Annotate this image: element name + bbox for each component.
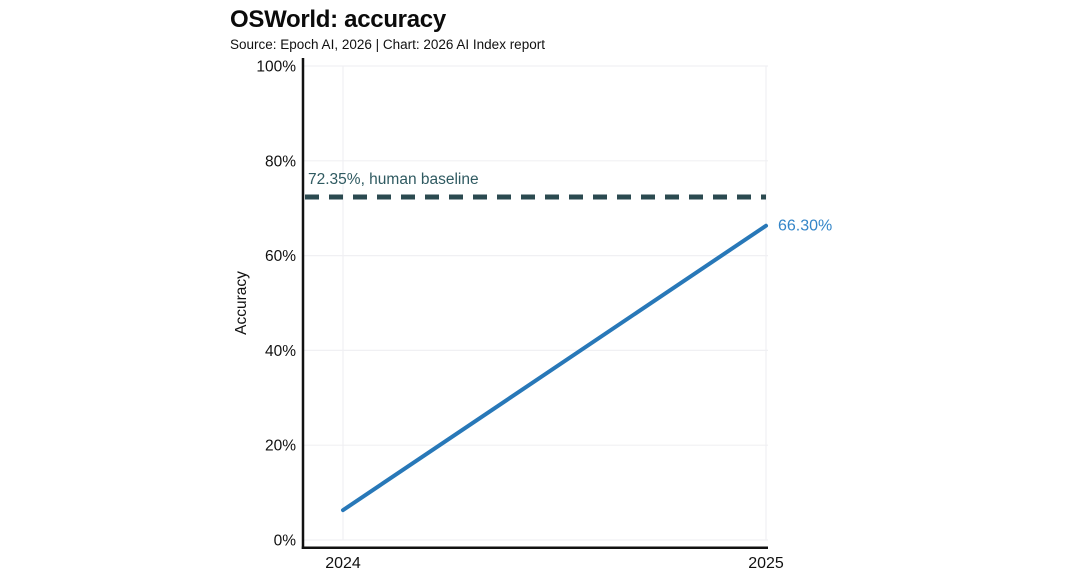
y-tick-label: 20% — [265, 438, 296, 455]
y-axis-title: Accuracy — [233, 271, 250, 335]
accuracy-series-line — [341, 223, 768, 513]
chart-subtitle: Source: Epoch AI, 2026 | Chart: 2026 AI … — [230, 37, 545, 52]
x-tick-label: 2025 — [748, 555, 784, 572]
y-tick-label: 0% — [274, 533, 297, 550]
y-tick-label: 100% — [256, 59, 296, 76]
y-tick-label: 40% — [265, 343, 296, 360]
x-tick-label: 2024 — [325, 555, 361, 572]
y-tick-label: 60% — [265, 248, 296, 265]
series-end-label: 66.30% — [778, 218, 832, 235]
chart-title: OSWorld: accuracy — [230, 6, 446, 33]
y-tick-label: 80% — [265, 153, 296, 170]
chart-header: OSWorld: accuracy Source: Epoch AI, 2026… — [230, 6, 545, 52]
human-baseline-label: 72.35%, human baseline — [308, 171, 479, 188]
